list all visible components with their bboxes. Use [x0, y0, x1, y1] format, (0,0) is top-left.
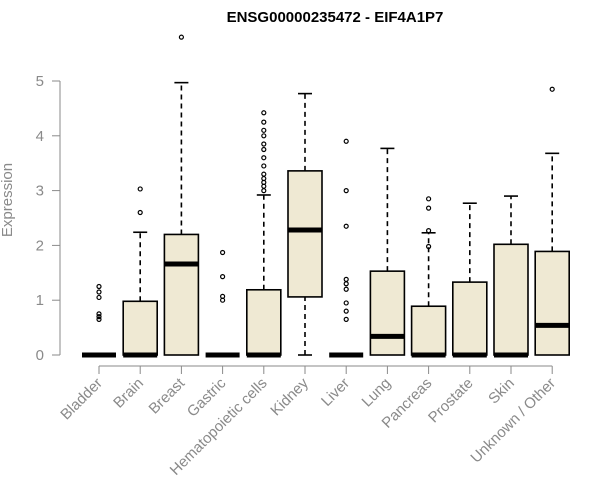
x-tick-label: Prostate: [425, 375, 477, 427]
outlier-point: [343, 316, 349, 322]
box-group: [451, 202, 488, 358]
y-tick-label: 2: [36, 237, 44, 254]
outlier-point: [261, 155, 267, 161]
box: [451, 281, 488, 356]
outlier-point: [96, 294, 102, 301]
box-group: [287, 92, 323, 356]
outlier-point: [178, 34, 184, 40]
outlier-point: [261, 141, 267, 147]
x-tick-label: Lung: [359, 375, 395, 411]
box: [163, 233, 200, 356]
y-axis-label: Expression: [0, 163, 16, 237]
box-group: [329, 138, 364, 358]
y-tick-label: 5: [36, 73, 44, 90]
box: [369, 270, 406, 356]
box: [246, 288, 282, 356]
outlier-point: [137, 209, 143, 216]
x-tick-label: Breast: [146, 374, 189, 417]
outlier-point: [96, 311, 102, 317]
y-tick-label: 0: [36, 347, 44, 364]
outlier-point: [343, 223, 349, 229]
outlier-point: [343, 300, 349, 306]
outlier-point: [343, 138, 349, 144]
outlier-point: [343, 281, 349, 287]
x-tick-label: Brain: [110, 375, 147, 412]
outlier-point: [426, 205, 432, 211]
box: [493, 243, 529, 356]
outlier-point: [426, 228, 432, 234]
outlier-point: [261, 188, 267, 194]
box-group: [246, 110, 282, 358]
outlier-point: [343, 276, 349, 282]
outlier-point: [96, 314, 102, 320]
box-group: [493, 195, 529, 358]
outlier-point: [343, 188, 349, 194]
outlier-point: [220, 293, 226, 299]
x-tick-label: Bladder: [57, 375, 106, 424]
box: [534, 250, 571, 356]
outlier-point: [220, 274, 226, 280]
x-tick-label: Liver: [318, 375, 353, 410]
box-group: [410, 196, 447, 358]
box: [287, 170, 323, 298]
outlier-point: [96, 316, 102, 322]
outlier-point: [261, 127, 267, 133]
x-tick-label: Kidney: [267, 374, 312, 419]
box: [122, 300, 158, 356]
box: [410, 305, 447, 356]
chart-title: ENSG00000235472 - EIF4A1P7: [227, 9, 444, 26]
y-axis: 0 1 2 3 4 5: [36, 73, 61, 364]
outlier-point: [96, 289, 102, 295]
outlier-point: [261, 119, 267, 125]
box-group: [122, 186, 158, 358]
y-tick-label: 1: [36, 292, 44, 309]
box-group: [82, 283, 116, 358]
outlier-point: [261, 171, 267, 177]
boxes: [82, 34, 571, 358]
box-group: [534, 86, 571, 356]
outlier-point: [549, 86, 555, 92]
box-group: [163, 34, 200, 356]
box-group: [205, 249, 240, 358]
outlier-point: [96, 283, 102, 290]
outlier-point: [343, 308, 349, 314]
outlier-point: [137, 186, 143, 192]
outlier-point: [220, 249, 226, 256]
x-tick-label: Skin: [485, 375, 518, 408]
y-tick-label: 4: [36, 128, 44, 145]
y-tick-label: 3: [36, 183, 44, 200]
outlier-point: [261, 163, 267, 169]
outlier-point: [261, 146, 267, 153]
outlier-point: [261, 110, 267, 116]
box-group: [369, 147, 406, 356]
outlier-point: [426, 243, 432, 250]
outlier-point: [343, 286, 349, 292]
outlier-point: [426, 196, 432, 202]
outlier-point: [261, 133, 267, 139]
